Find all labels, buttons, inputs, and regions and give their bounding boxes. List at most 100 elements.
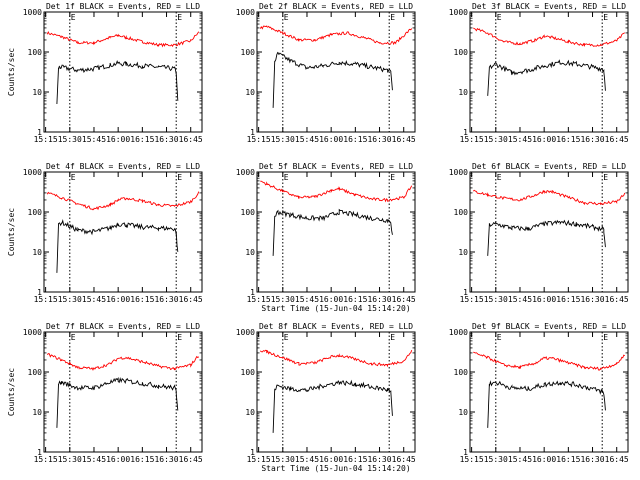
x-tick-label: 16:30 (580, 135, 604, 144)
x-tick-label: 16:45 (605, 295, 629, 304)
x-tick-label: 15:30 (271, 135, 295, 144)
x-tick-label: 15:30 (484, 135, 508, 144)
chart-panel: Det 8f BLACK = Events, RED = LLD 1 10 100 10… (236, 322, 416, 473)
x-tick-label: 15:45 (508, 455, 532, 464)
chart-title: Det 3f BLACK = Events, RED = LLD (472, 2, 626, 11)
chart-title: Det 8f BLACK = Events, RED = LLD (259, 322, 413, 331)
y-tick-label: 100 (241, 48, 256, 57)
event-marker-label: E (177, 13, 182, 22)
series-line-lld (473, 351, 626, 371)
chart-title: Det 2f BLACK = Events, RED = LLD (259, 2, 413, 11)
y-tick-label: 10 (245, 408, 255, 417)
y-tick-label: 1 (250, 448, 255, 457)
chart-panel: Det 7f BLACK = Events, RED = LLD 1 10 100 10… (7, 322, 203, 464)
y-tick-label: 1 (37, 128, 42, 137)
event-marker-label: E (71, 333, 76, 342)
x-tick-label: 16:45 (605, 135, 629, 144)
event-marker-label: E (71, 13, 76, 22)
chart-title: Det 4f BLACK = Events, RED = LLD (46, 162, 200, 171)
chart-panel: Det 2f BLACK = Events, RED = LLD 1 10 100 10… (236, 2, 416, 144)
event-marker-label: E (390, 173, 395, 182)
y-tick-label: 1000 (449, 8, 468, 17)
y-tick-label: 1 (463, 128, 468, 137)
x-tick-label: 16:15 (130, 455, 154, 464)
x-tick-label: 15:15 (460, 295, 484, 304)
y-tick-label: 1000 (236, 168, 255, 177)
x-tick-label: 15:15 (34, 455, 58, 464)
y-tick-label: 10 (32, 88, 42, 97)
x-tick-label: 16:15 (556, 135, 580, 144)
event-marker-label: E (71, 173, 76, 182)
y-tick-label: 10 (32, 248, 42, 257)
y-tick-label: 10 (245, 248, 255, 257)
series-line-events (56, 376, 179, 428)
x-tick-label: 15:45 (508, 295, 532, 304)
plot-frame (43, 331, 203, 453)
x-tick-label: 15:30 (271, 295, 295, 304)
x-tick-label: 15:15 (460, 135, 484, 144)
y-tick-label: 1000 (236, 8, 255, 17)
x-tick-label: 16:00 (532, 455, 556, 464)
y-tick-label: 1 (250, 288, 255, 297)
series-line-events (272, 208, 393, 256)
event-marker-label: E (177, 333, 182, 342)
chart-title: Det 7f BLACK = Events, RED = LLD (46, 322, 200, 331)
x-tick-label: 16:45 (605, 455, 629, 464)
x-tick-label: 16:45 (392, 295, 416, 304)
y-tick-label: 100 (241, 368, 256, 377)
series-line-lld (259, 349, 413, 368)
series-line-lld (46, 30, 200, 48)
chart-panel: Det 9f BLACK = Events, RED = LLD 1 10 100 10… (449, 322, 629, 464)
plot-frame (43, 171, 203, 293)
series-line-lld (260, 180, 413, 203)
y-tick-label: 1 (37, 288, 42, 297)
event-marker-label: E (497, 13, 502, 22)
y-tick-label: 10 (32, 408, 42, 417)
x-tick-label: 16:00 (532, 135, 556, 144)
series-line-lld (46, 191, 200, 211)
event-marker-label: E (390, 333, 395, 342)
y-tick-label: 100 (241, 208, 256, 217)
x-tick-label: 15:45 (82, 135, 106, 144)
y-tick-label: 100 (454, 368, 469, 377)
plot-frame (43, 11, 203, 133)
series-line-lld (259, 25, 413, 46)
y-tick-label: 1000 (449, 168, 468, 177)
x-tick-label: 15:45 (508, 135, 532, 144)
y-tick-label: 1000 (449, 328, 468, 337)
series-line-events (272, 379, 393, 433)
series-line-lld (473, 27, 626, 47)
x-tick-label: 16:15 (343, 135, 367, 144)
x-tick-label: 15:30 (58, 295, 82, 304)
y-tick-label: 1 (463, 448, 468, 457)
y-axis-label: Counts/sec (7, 368, 16, 416)
x-tick-label: 16:00 (106, 135, 130, 144)
series-line-events (56, 59, 179, 105)
chart-title: Det 9f BLACK = Events, RED = LLD (472, 322, 626, 331)
x-tick-label: 16:30 (580, 455, 604, 464)
x-tick-label: 15:45 (82, 455, 106, 464)
event-marker-label: E (284, 173, 289, 182)
x-tick-label: 15:15 (247, 135, 271, 144)
chart-panel: Det 1f BLACK = Events, RED = LLD 1 10 100 10… (7, 2, 203, 144)
series-line-events (272, 51, 393, 108)
x-tick-label: 15:45 (295, 455, 319, 464)
x-axis-label: Start Time (15-Jun-04 15:14:20) (261, 304, 410, 313)
x-tick-label: 15:15 (34, 295, 58, 304)
y-tick-label: 100 (28, 208, 43, 217)
series-line-lld (46, 353, 200, 371)
chart-title: Det 5f BLACK = Events, RED = LLD (259, 162, 413, 171)
x-tick-label: 16:00 (532, 295, 556, 304)
x-tick-label: 16:15 (130, 135, 154, 144)
y-tick-label: 1 (463, 288, 468, 297)
series-line-events (487, 59, 606, 96)
y-tick-label: 1000 (23, 168, 42, 177)
x-tick-label: 16:30 (367, 135, 391, 144)
x-tick-label: 16:30 (367, 455, 391, 464)
event-marker-label: E (284, 333, 289, 342)
x-tick-label: 16:00 (319, 135, 343, 144)
x-tick-label: 16:45 (392, 135, 416, 144)
x-tick-label: 15:45 (82, 295, 106, 304)
event-marker-label: E (497, 173, 502, 182)
